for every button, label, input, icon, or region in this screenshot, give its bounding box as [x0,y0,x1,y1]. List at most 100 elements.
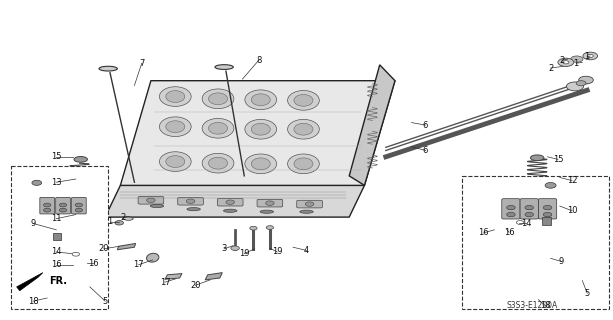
Ellipse shape [74,156,88,162]
Circle shape [525,212,533,217]
Ellipse shape [294,94,313,106]
Text: 17: 17 [134,260,144,269]
Ellipse shape [245,119,276,139]
FancyBboxPatch shape [502,199,520,219]
Ellipse shape [208,93,227,105]
Circle shape [249,226,257,230]
Ellipse shape [224,209,237,212]
Bar [10,166,108,309]
Text: 12: 12 [566,176,577,185]
Text: 7: 7 [139,59,145,68]
Text: 3: 3 [221,244,227,253]
Text: 8: 8 [256,56,262,65]
Ellipse shape [513,220,527,225]
Ellipse shape [99,66,117,71]
FancyBboxPatch shape [257,199,283,207]
Text: 1: 1 [574,59,579,68]
FancyBboxPatch shape [72,197,86,214]
Ellipse shape [166,156,185,167]
Circle shape [566,82,584,91]
Ellipse shape [123,217,133,220]
Circle shape [59,203,67,207]
Polygon shape [53,233,61,240]
Circle shape [265,201,274,205]
Circle shape [525,205,533,210]
FancyBboxPatch shape [520,199,538,219]
Circle shape [59,208,67,212]
Circle shape [507,212,515,217]
Ellipse shape [287,91,319,110]
Circle shape [147,198,155,203]
Text: 19: 19 [272,247,283,257]
Text: 18: 18 [541,301,551,310]
Ellipse shape [260,210,273,213]
Text: 20: 20 [99,244,109,253]
Ellipse shape [202,89,234,108]
Circle shape [32,180,42,185]
Ellipse shape [245,154,276,174]
Ellipse shape [166,91,185,102]
Text: 11: 11 [51,214,61,223]
Circle shape [75,203,83,207]
Circle shape [226,200,235,204]
Text: 2: 2 [559,56,564,65]
Circle shape [305,202,314,206]
Ellipse shape [215,65,234,69]
Text: 13: 13 [51,178,62,187]
Circle shape [587,54,593,58]
Text: 15: 15 [51,152,61,161]
Text: 10: 10 [566,206,577,215]
Circle shape [576,81,586,86]
Ellipse shape [202,153,234,173]
Ellipse shape [159,117,191,137]
Circle shape [115,220,123,225]
Ellipse shape [300,210,313,213]
Circle shape [75,208,83,212]
Circle shape [579,76,593,84]
FancyBboxPatch shape [56,197,70,214]
Ellipse shape [150,204,164,208]
Text: 2: 2 [121,212,126,221]
Circle shape [563,61,569,64]
Ellipse shape [69,252,83,256]
Ellipse shape [287,154,319,174]
Text: 2: 2 [548,63,553,73]
Circle shape [583,52,598,60]
Text: 15: 15 [553,155,563,164]
Ellipse shape [294,123,313,135]
Polygon shape [17,273,43,291]
Ellipse shape [251,123,270,135]
Ellipse shape [159,152,191,172]
Polygon shape [120,81,395,185]
Circle shape [571,56,583,62]
Circle shape [266,226,273,229]
Text: 16: 16 [88,259,98,268]
Text: 9: 9 [31,219,36,228]
Circle shape [558,58,574,67]
Circle shape [88,260,96,265]
Text: 9: 9 [559,257,564,266]
Text: 16: 16 [478,228,489,237]
FancyBboxPatch shape [538,199,557,219]
Ellipse shape [530,155,544,161]
Text: 6: 6 [423,146,428,155]
Circle shape [490,229,499,234]
Polygon shape [205,273,223,280]
Circle shape [231,246,239,251]
Ellipse shape [245,90,276,109]
Ellipse shape [294,158,313,170]
Circle shape [44,208,51,212]
Text: 20: 20 [190,281,200,290]
Circle shape [543,212,552,217]
FancyBboxPatch shape [40,197,55,214]
FancyBboxPatch shape [138,196,164,204]
Circle shape [72,252,80,256]
Text: FR.: FR. [49,276,67,285]
Ellipse shape [202,118,234,138]
FancyBboxPatch shape [178,197,204,205]
Ellipse shape [208,157,227,169]
Text: 18: 18 [28,297,39,306]
Circle shape [186,199,195,204]
Ellipse shape [147,253,159,262]
Text: 17: 17 [159,278,170,287]
